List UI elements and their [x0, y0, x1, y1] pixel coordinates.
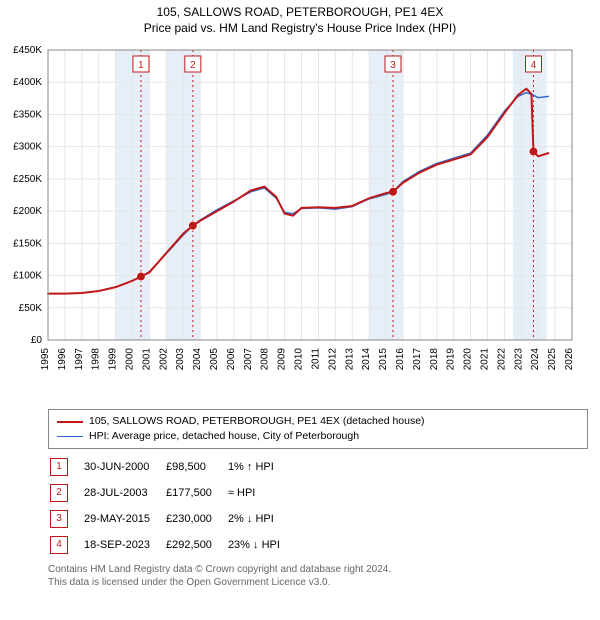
transaction-price: £98,500	[166, 455, 226, 479]
legend-swatch-hpi	[57, 436, 83, 437]
svg-text:4: 4	[531, 60, 537, 71]
transaction-row: 3 29-MAY-2015£230,0002% ↓ HPI	[50, 507, 294, 531]
legend-swatch-price	[57, 421, 83, 423]
svg-text:2022: 2022	[496, 348, 507, 371]
svg-text:1999: 1999	[108, 348, 119, 371]
transaction-date: 28-JUL-2003	[84, 481, 164, 505]
transaction-delta: ≈ HPI	[228, 481, 294, 505]
chart-svg: £0 £50K £100K £150K £200K £250K £300K £350K £400…	[0, 42, 584, 402]
svg-text:£300K: £300K	[13, 142, 42, 153]
svg-text:2007: 2007	[243, 348, 254, 371]
svg-text:2000: 2000	[125, 348, 136, 371]
transaction-row: 4 18-SEP-2023£292,50023% ↓ HPI	[50, 533, 294, 557]
svg-text:2004: 2004	[192, 348, 203, 371]
svg-text:2008: 2008	[260, 348, 271, 371]
svg-text:2017: 2017	[412, 348, 423, 371]
svg-text:2011: 2011	[310, 348, 321, 370]
title-line-1: 105, SALLOWS ROAD, PETERBOROUGH, PE1 4EX	[0, 4, 600, 20]
svg-text:2005: 2005	[209, 348, 220, 371]
svg-text:2019: 2019	[446, 348, 457, 371]
svg-text:2002: 2002	[158, 348, 169, 371]
svg-text:2026: 2026	[564, 348, 575, 371]
legend-row-price: 105, SALLOWS ROAD, PETERBOROUGH, PE1 4EX…	[57, 414, 579, 429]
transaction-row: 1 30-JUN-2000£98,5001% ↑ HPI	[50, 455, 294, 479]
svg-text:£50K: £50K	[19, 303, 43, 314]
svg-text:£450K: £450K	[13, 45, 42, 56]
svg-text:£0: £0	[31, 335, 43, 346]
transaction-marker: 1	[50, 458, 68, 476]
svg-text:2015: 2015	[378, 348, 389, 371]
svg-text:£350K: £350K	[13, 110, 42, 121]
svg-text:3: 3	[390, 60, 396, 71]
footnote-line-1: Contains HM Land Registry data © Crown c…	[48, 563, 590, 577]
svg-text:1995: 1995	[40, 348, 51, 371]
transaction-date: 30-JUN-2000	[84, 455, 164, 479]
svg-text:£200K: £200K	[13, 206, 42, 217]
transactions-table: 130-JUN-2000£98,5001% ↑ HPI228-JUL-2003£…	[48, 453, 296, 559]
svg-text:2023: 2023	[513, 348, 524, 371]
svg-text:2025: 2025	[547, 348, 558, 371]
svg-text:2001: 2001	[141, 348, 152, 371]
transaction-delta: 23% ↓ HPI	[228, 533, 294, 557]
title-block: 105, SALLOWS ROAD, PETERBOROUGH, PE1 4EX…	[0, 0, 600, 36]
legend-row-hpi: HPI: Average price, detached house, City…	[57, 429, 579, 444]
transaction-price: £292,500	[166, 533, 226, 557]
svg-text:2014: 2014	[361, 348, 372, 371]
svg-text:2003: 2003	[175, 348, 186, 371]
legend: 105, SALLOWS ROAD, PETERBOROUGH, PE1 4EX…	[48, 409, 588, 448]
transaction-marker: 4	[50, 536, 68, 554]
chart: £0 £50K £100K £150K £200K £250K £300K £350K £400…	[0, 42, 600, 407]
svg-text:2016: 2016	[395, 348, 406, 371]
legend-label-price: 105, SALLOWS ROAD, PETERBOROUGH, PE1 4EX…	[89, 414, 425, 429]
svg-text:2013: 2013	[344, 348, 355, 371]
transaction-marker: 3	[50, 510, 68, 528]
transaction-delta: 1% ↑ HPI	[228, 455, 294, 479]
svg-text:2009: 2009	[277, 348, 288, 371]
title-line-2: Price paid vs. HM Land Registry's House …	[0, 20, 600, 36]
transaction-date: 29-MAY-2015	[84, 507, 164, 531]
legend-label-hpi: HPI: Average price, detached house, City…	[89, 429, 359, 444]
svg-text:2: 2	[190, 60, 196, 71]
svg-text:2021: 2021	[479, 348, 490, 371]
svg-text:2006: 2006	[226, 348, 237, 371]
svg-text:£400K: £400K	[13, 78, 42, 89]
svg-text:2020: 2020	[463, 348, 474, 371]
svg-text:2024: 2024	[530, 348, 541, 371]
transaction-price: £230,000	[166, 507, 226, 531]
svg-text:1: 1	[138, 60, 144, 71]
transaction-delta: 2% ↓ HPI	[228, 507, 294, 531]
svg-text:2012: 2012	[327, 348, 338, 371]
svg-text:2010: 2010	[294, 348, 305, 371]
footnote-line-2: This data is licensed under the Open Gov…	[48, 576, 590, 590]
transaction-marker: 2	[50, 484, 68, 502]
svg-text:£250K: £250K	[13, 174, 42, 185]
transaction-row: 2 28-JUL-2003£177,500≈ HPI	[50, 481, 294, 505]
footnote: Contains HM Land Registry data © Crown c…	[48, 563, 590, 590]
transaction-date: 18-SEP-2023	[84, 533, 164, 557]
transaction-price: £177,500	[166, 481, 226, 505]
svg-text:2018: 2018	[429, 348, 440, 371]
svg-text:1996: 1996	[57, 348, 68, 371]
svg-text:£100K: £100K	[13, 271, 42, 282]
svg-text:1997: 1997	[74, 348, 85, 371]
svg-text:1998: 1998	[91, 348, 102, 371]
svg-text:£150K: £150K	[13, 239, 42, 250]
